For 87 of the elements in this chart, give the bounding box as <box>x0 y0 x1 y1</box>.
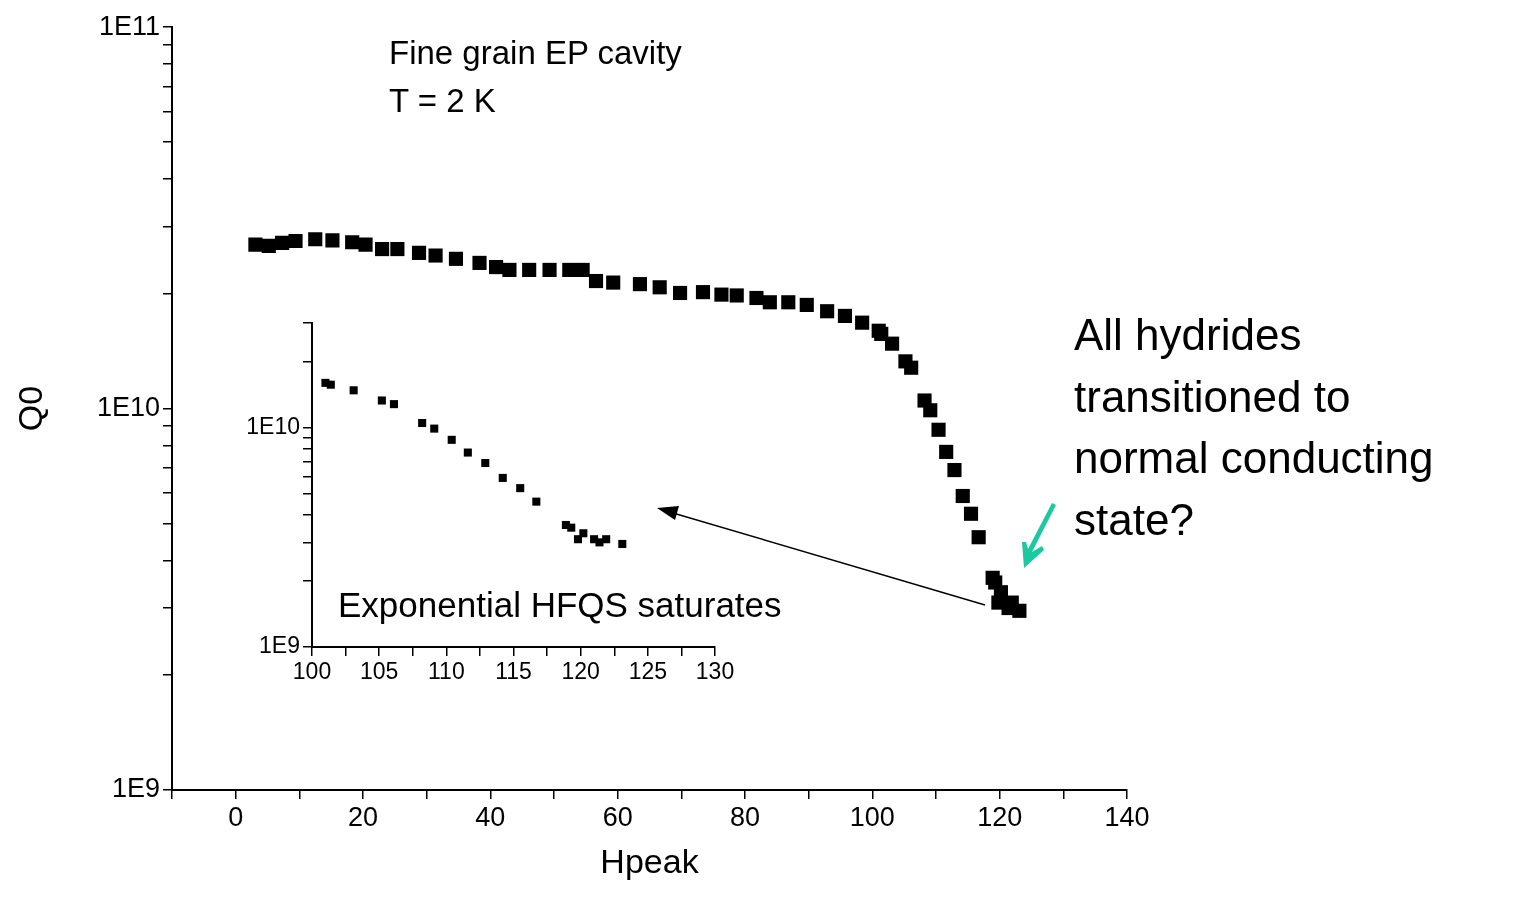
point <box>502 262 517 277</box>
x-tick-label: 20 <box>347 801 379 832</box>
point <box>567 523 576 532</box>
x-tick-label: 100 <box>849 801 895 832</box>
point <box>749 290 764 306</box>
point <box>428 248 443 263</box>
point <box>411 245 427 260</box>
point <box>542 262 557 277</box>
point <box>358 237 373 252</box>
point <box>837 308 853 323</box>
point <box>799 297 814 312</box>
x-tick-label: 110 <box>428 658 465 685</box>
point <box>418 418 427 428</box>
point <box>481 458 490 468</box>
point <box>472 255 487 270</box>
point <box>275 235 290 250</box>
x-tick-label: 105 <box>359 658 399 685</box>
point <box>349 386 358 395</box>
x-tick-label: 60 <box>602 801 633 832</box>
point <box>618 539 627 548</box>
point <box>447 435 456 444</box>
point <box>463 448 472 457</box>
point <box>579 529 588 538</box>
annotation: Fine grain EP cavity <box>389 33 683 73</box>
y-tick-label: 1E9 <box>111 773 160 804</box>
point <box>308 232 323 247</box>
point <box>652 280 667 295</box>
x-tick-label: 0 <box>228 801 244 832</box>
point <box>522 262 537 277</box>
point <box>602 535 611 544</box>
y-tick-label: 1E10 <box>246 413 300 439</box>
point <box>488 260 504 275</box>
point <box>288 233 303 249</box>
x-tick-label: 120 <box>977 801 1023 832</box>
x-tick-label: 115 <box>495 658 532 685</box>
point <box>762 295 777 310</box>
point <box>672 285 688 301</box>
point <box>345 235 360 250</box>
point <box>575 262 590 277</box>
point <box>632 277 648 292</box>
point <box>820 304 835 319</box>
point <box>695 285 711 300</box>
y-tick-label: 1E9 <box>259 632 300 659</box>
point <box>390 241 405 257</box>
x-tick-label: 125 <box>628 658 668 685</box>
point <box>729 288 744 303</box>
point <box>562 262 577 277</box>
x-tick-label: 120 <box>561 658 600 685</box>
point <box>377 396 386 405</box>
point <box>606 275 621 290</box>
point <box>931 422 946 437</box>
point <box>855 315 870 330</box>
x-tick-label: 100 <box>292 658 332 685</box>
point <box>714 287 729 302</box>
y-tick-label: 1E10 <box>96 392 160 423</box>
point <box>885 336 900 351</box>
point <box>326 380 335 389</box>
y-axis-title: Q0 <box>10 385 49 432</box>
point <box>516 484 525 493</box>
x-tick-label: 140 <box>1104 801 1150 832</box>
annotation: Exponential HFQS saturates <box>338 584 783 626</box>
point <box>389 400 398 409</box>
point <box>971 530 986 545</box>
y-tick-label: 1E11 <box>98 10 160 41</box>
point <box>1012 603 1027 618</box>
point <box>955 488 970 504</box>
point <box>904 360 919 375</box>
annotation: All hydrides transitioned to normal conducting state? <box>1074 309 1435 546</box>
x-tick-label: 80 <box>729 801 761 832</box>
point <box>532 497 541 506</box>
point <box>923 403 938 418</box>
point <box>248 237 263 252</box>
annotation: T = 2 K <box>389 81 497 121</box>
point <box>963 506 979 521</box>
x-axis-title: Hpeak <box>600 841 700 880</box>
x-tick-label: 130 <box>695 658 735 685</box>
point <box>448 251 464 266</box>
point <box>375 241 390 257</box>
x-tick-label: 40 <box>475 801 506 832</box>
point <box>498 473 507 482</box>
point <box>430 424 439 433</box>
point <box>781 295 796 310</box>
point <box>588 273 604 289</box>
point <box>325 233 340 248</box>
point <box>261 238 276 253</box>
point <box>939 444 954 459</box>
point <box>947 462 962 478</box>
